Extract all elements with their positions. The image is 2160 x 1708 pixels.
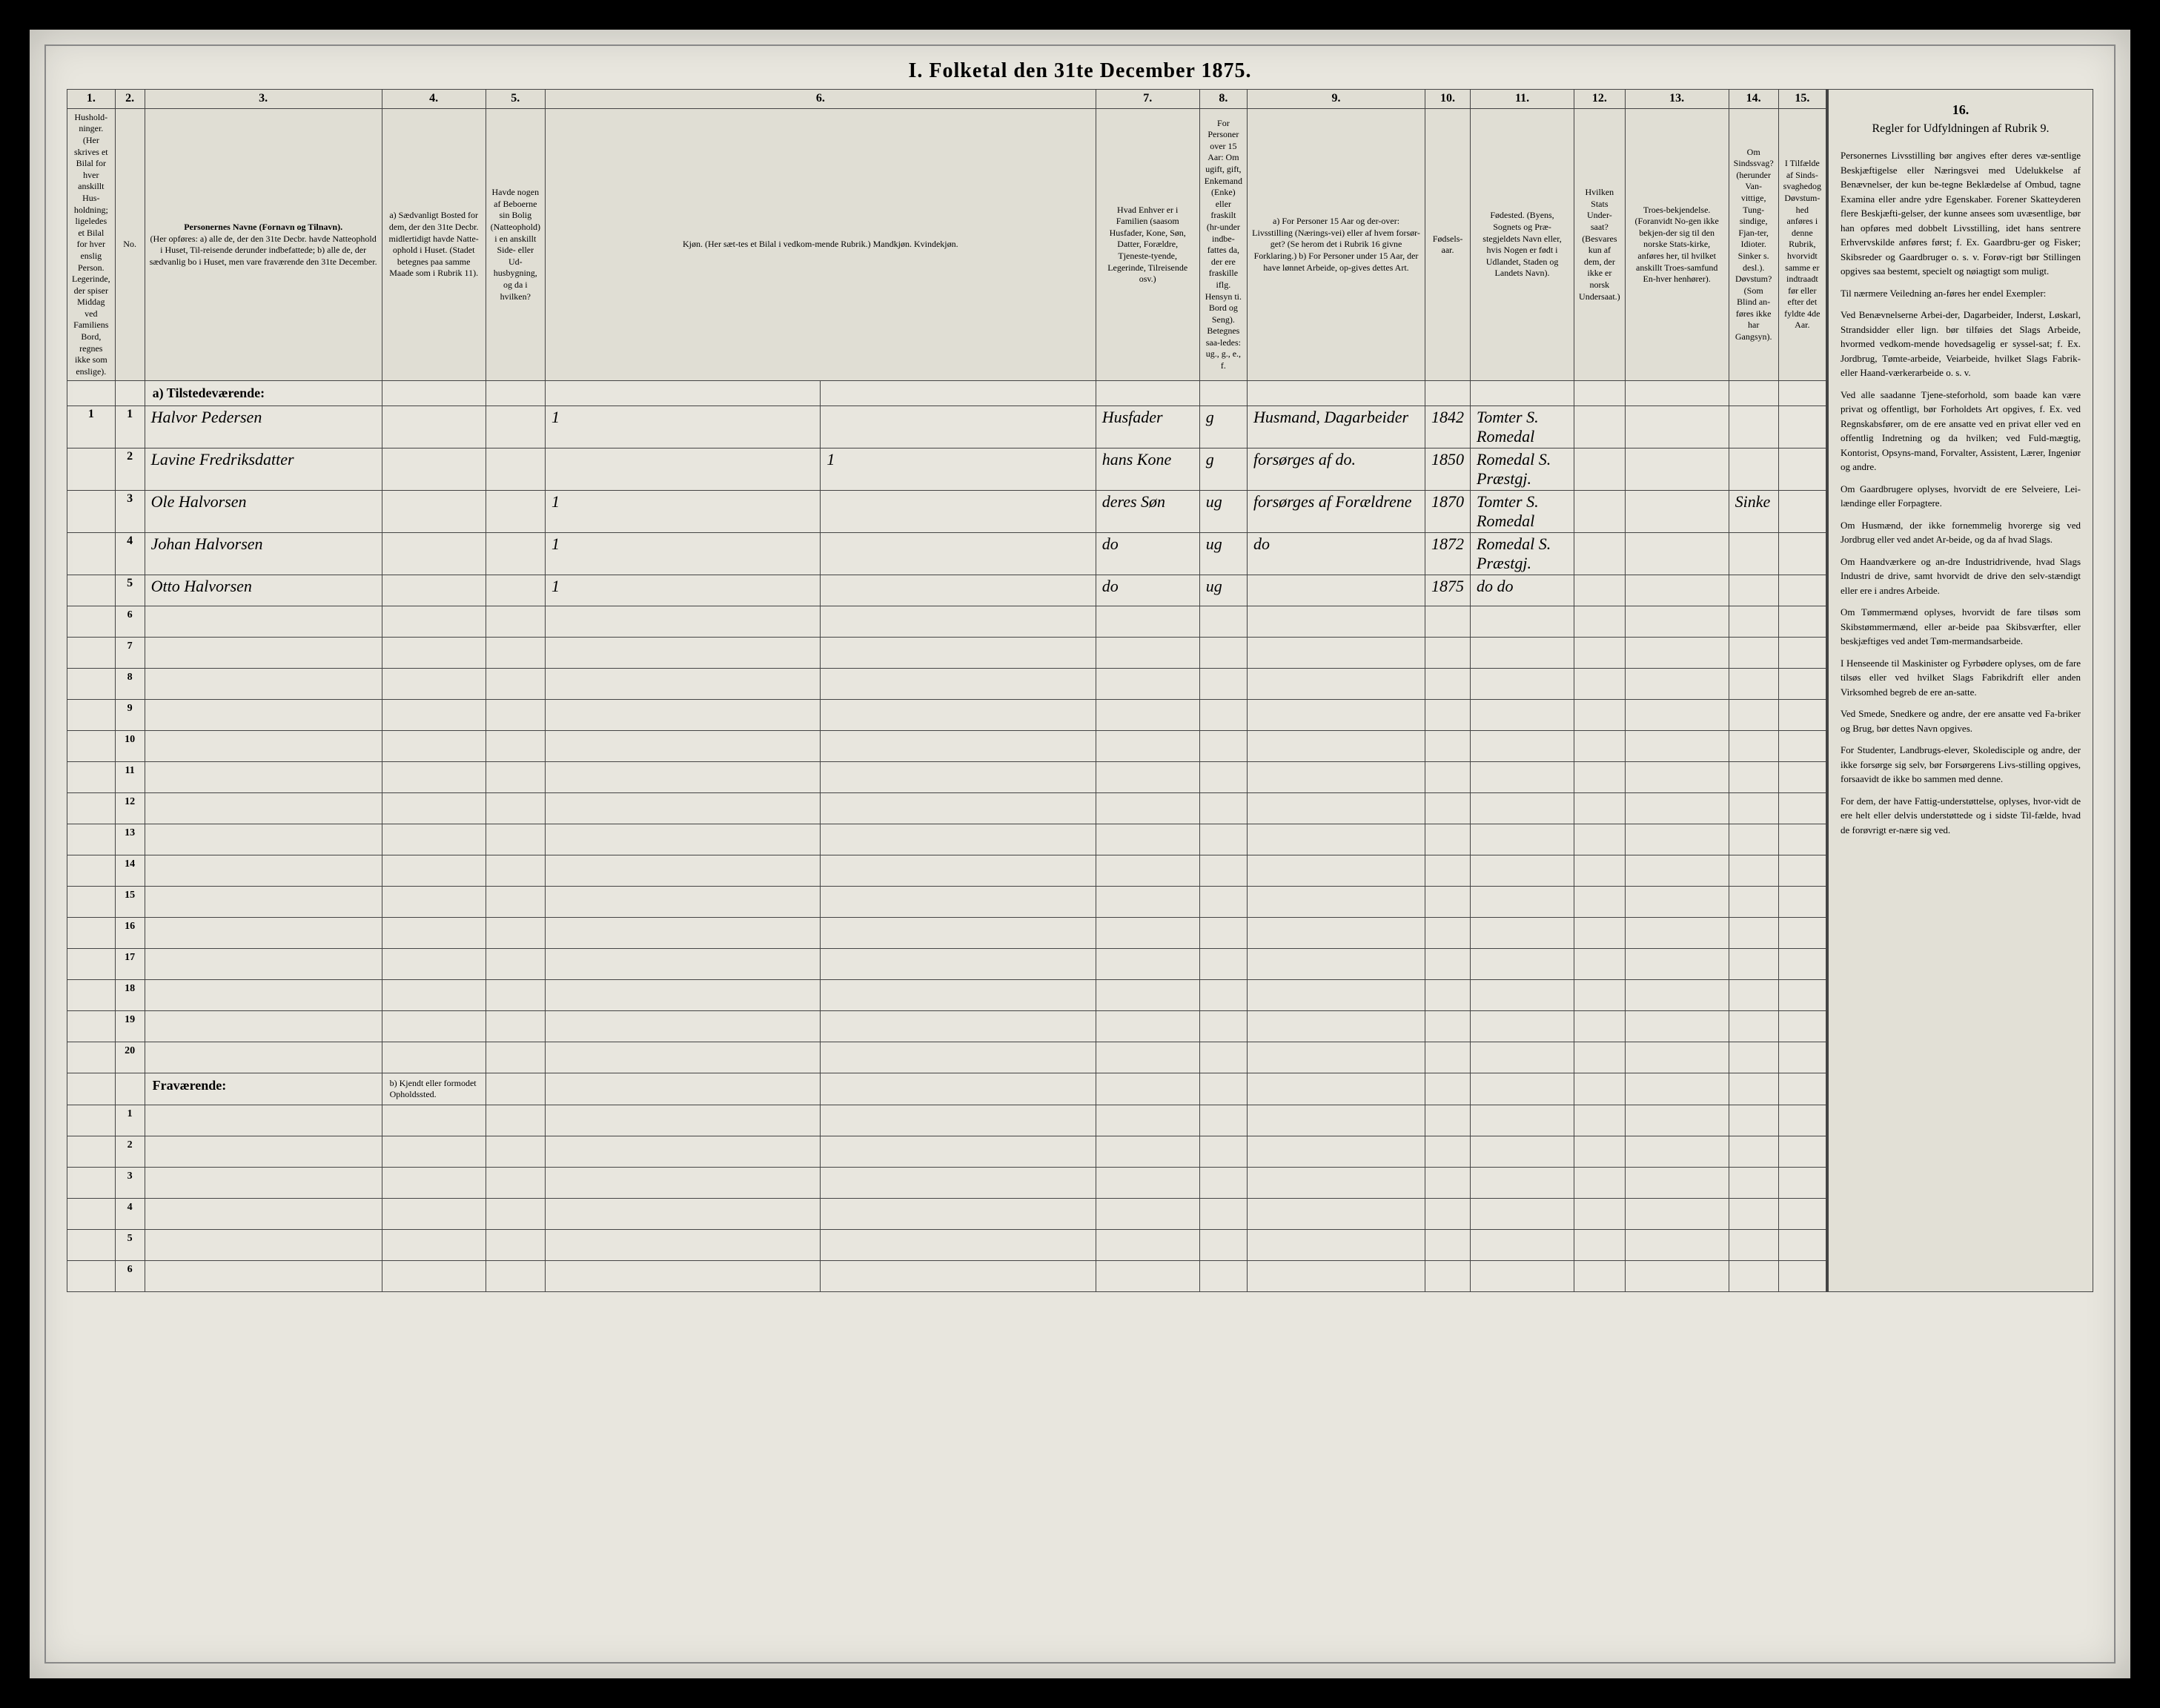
table-row: 3 Ole Halvorsen 1 deres Søn ug forsørges… [67,491,1826,533]
cell-name: Halvor Pedersen [145,406,382,448]
colnum-7: 7. [1096,90,1199,109]
table-row: 6 [67,1261,1826,1292]
table-row: 10 [67,731,1826,762]
colnum-4: 4. [382,90,486,109]
form-title: I. Folketal den 31te December 1875. [67,59,2093,83]
rules-p2: Til nærmere Veiledning an-føres her ende… [1841,286,2081,301]
cell-hh: 1 [67,406,116,448]
table-row: 7 [67,638,1826,669]
table-row: 20 [67,1042,1826,1073]
header-names-title: Personernes Navne (Fornavn og Tilnavn). [184,222,342,232]
table-row: 17 [67,949,1826,980]
census-form-page: I. Folketal den 31te December 1875. 1. 2… [30,30,2130,1678]
colnum-16: 16. [1841,100,2081,120]
rules-p7: Om Haandværkere og an-dre Industridriven… [1841,555,2081,598]
cell-n: 1 [115,406,145,448]
rules-p11: For Studenter, Landbrugs-elever, Skoledi… [1841,743,2081,787]
colnum-15: 15. [1778,90,1826,109]
table-row: 18 [67,980,1826,1011]
table-row: 2 [67,1136,1826,1168]
table-row: 1 [67,1105,1826,1136]
table-row: 14 [67,855,1826,887]
rules-p1: Personernes Livsstilling bør angives eft… [1841,148,2081,279]
colnum-12: 12. [1574,90,1626,109]
section-absent-label: Fraværende: [145,1073,382,1105]
section-present: a) Tilstedeværende: [67,381,1826,406]
table-row: 5 [67,1230,1826,1261]
section-absent-col4: b) Kjendt eller formodet Opholdssted. [382,1073,486,1105]
cell-ms: g [1199,406,1247,448]
colnum-13: 13. [1625,90,1729,109]
header-c11: Fødested. (Byens, Sognets og Præ-stegjel… [1471,108,1574,381]
colnum-2: 2. [115,90,145,109]
table-row: 4 Johan Halvorsen 1 do ug do 1872 Romeda… [67,533,1826,575]
header-c4: a) Sædvanligt Bosted for dem, der den 31… [382,108,486,381]
header-c15: I Tilfælde af Sinds-svaghedog Døvstum-he… [1778,108,1826,381]
header-c13: Troes-bekjendelse. (Foranvidt No-gen ikk… [1625,108,1729,381]
table-row: 19 [67,1011,1826,1042]
table-row: 4 [67,1199,1826,1230]
colnum-9: 9. [1248,90,1425,109]
header-c14: Om Sindssvag? (herunder Van-vittige, Tun… [1729,108,1778,381]
table-row: 13 [67,824,1826,855]
colnum-11: 11. [1471,90,1574,109]
colnum-5: 5. [486,90,545,109]
colnum-8: 8. [1199,90,1247,109]
header-c8: For Personer over 15 Aar: Om ugift, gift… [1199,108,1247,381]
cell-yr: 1842 [1425,406,1471,448]
table-row: 8 [67,669,1826,700]
rules-p12: For dem, der have Fattig-understøttelse,… [1841,794,2081,838]
colnum-3: 3. [145,90,382,109]
section-absent: Fraværende: b) Kjendt eller formodet Oph… [67,1073,1826,1105]
header-c5: Havde nogen af Beboerne sin Bolig (Natte… [486,108,545,381]
census-table: 1. 2. 3. 4. 5. 6. 7. 8. 9. 10. 11. 12. 1… [67,89,1826,1292]
colnum-14: 14. [1729,90,1778,109]
header-c10: Fødsels-aar. [1425,108,1471,381]
header-names-sub: (Her opføres: a) alle de, der den 31te D… [150,234,377,267]
table-row: 1 1 Halvor Pedersen 1 Husfader g Husmand… [67,406,1826,448]
cell-m: 1 [545,406,820,448]
table-row: 3 [67,1168,1826,1199]
table-row: 5 Otto Halvorsen 1 do ug 1875 do do [67,575,1826,606]
cell-k [821,406,1096,448]
table-row: 11 [67,762,1826,793]
colnum-6: 6. [545,90,1096,109]
table-row: 6 [67,606,1826,638]
header-c12: Hvilken Stats Under-saat? (Besvares kun … [1574,108,1626,381]
header-names: Personernes Navne (Fornavn og Tilnavn). … [145,108,382,381]
rules-p10: Ved Smede, Snedkere og andre, der ere an… [1841,706,2081,735]
column-number-row: 1. 2. 3. 4. 5. 6. 7. 8. 9. 10. 11. 12. 1… [67,90,1826,109]
table-row: 15 [67,887,1826,918]
cell-c14: Sinke [1729,491,1778,533]
header-no: No. [115,108,145,381]
rules-column: 16. Regler for Udfyldningen af Rubrik 9.… [1826,89,2093,1292]
table-row: 12 [67,793,1826,824]
header-c6: Kjøn. (Her sæt-tes et Bilal i vedkom-men… [545,108,1096,381]
rules-p5: Om Gaardbrugere oplyses, hvorvidt de ere… [1841,482,2081,511]
header-c9: a) For Personer 15 Aar og der-over: Livs… [1248,108,1425,381]
rules-p3: Ved Benævnelserne Arbei-der, Dagarbeider… [1841,308,2081,380]
cell-rel: Husfader [1096,406,1199,448]
colnum-1: 1. [67,90,116,109]
table-row: 2 Lavine Fredriksdatter 1 hans Kone g fo… [67,448,1826,491]
rules-p4: Ved alle saadanne Tjene-steforhold, som … [1841,388,2081,474]
rules-p9: I Henseende til Maskinister og Fyrbødere… [1841,656,2081,700]
colnum-10: 10. [1425,90,1471,109]
header-c7: Hvad Enhver er i Familien (saasom Husfad… [1096,108,1199,381]
section-present-label: a) Tilstedeværende: [145,381,382,406]
rules-p6: Om Husmænd, der ikke fornemmelig hvorerg… [1841,518,2081,547]
rules-p8: Om Tømmermænd oplyses, hvorvidt de fare … [1841,605,2081,649]
header-row: Hushold-ninger. (Her skrives et Bilal fo… [67,108,1826,381]
table-wrapper: 1. 2. 3. 4. 5. 6. 7. 8. 9. 10. 11. 12. 1… [67,89,2093,1292]
cell-occ: Husmand, Dagarbeider [1248,406,1425,448]
rules-title: Regler for Udfyldningen af Rubrik 9. [1841,120,2081,138]
cell-bp: Tomter S. Romedal [1471,406,1574,448]
table-row: 16 [67,918,1826,949]
header-household: Hushold-ninger. (Her skrives et Bilal fo… [67,108,116,381]
table-row: 9 [67,700,1826,731]
